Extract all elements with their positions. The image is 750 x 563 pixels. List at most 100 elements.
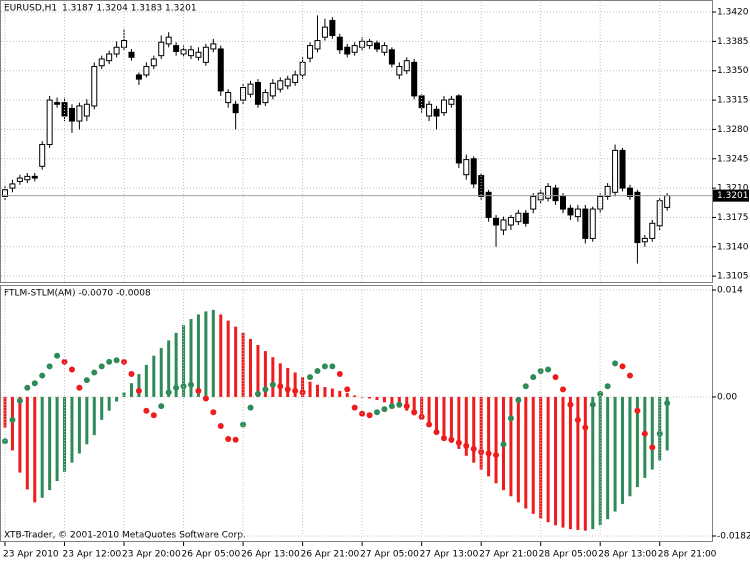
candle-body — [284, 78, 291, 87]
histogram-bar — [263, 351, 267, 397]
candle-body — [210, 43, 217, 50]
signal-dot — [493, 452, 500, 459]
histogram-bar — [152, 355, 156, 397]
histogram-bar — [308, 381, 312, 397]
signal-dot — [545, 366, 552, 373]
x-tick-label: 26 Apr 05:00 — [182, 550, 241, 560]
histogram-bar — [48, 396, 52, 491]
histogram-bar — [286, 367, 290, 397]
histogram-bar — [77, 396, 81, 454]
candle-body — [381, 45, 388, 53]
signal-dot — [217, 422, 224, 429]
signal-dot — [664, 400, 671, 407]
y-tick-label: 1.3350 — [717, 66, 749, 76]
histogram-bar — [583, 396, 587, 531]
histogram-bar — [479, 396, 483, 470]
x-tick-label: 26 Apr 13:00 — [241, 550, 300, 560]
y-tick-label: 1.3105 — [717, 272, 749, 282]
signal-dot — [98, 363, 105, 370]
histogram-bar — [650, 396, 654, 470]
candle-body — [76, 105, 83, 122]
signal-dot — [46, 363, 53, 370]
signal-dot — [254, 390, 261, 397]
signal-dot — [307, 374, 314, 381]
candle-body — [83, 103, 90, 117]
signal-dot — [403, 403, 410, 410]
candle-body — [336, 36, 343, 51]
signal-dot — [530, 374, 537, 381]
signal-dot — [448, 436, 455, 443]
x-tick-label: 28 Apr 05:00 — [539, 550, 598, 560]
candle-body — [113, 46, 120, 55]
candle-body — [16, 177, 23, 182]
signal-dot — [16, 397, 23, 404]
histogram-bar — [606, 396, 610, 520]
candle-body — [493, 217, 500, 226]
signal-dot — [582, 424, 589, 431]
histogram-bar — [25, 396, 29, 490]
candle-body — [649, 222, 656, 239]
histogram-bar — [182, 325, 186, 397]
signal-dot — [470, 445, 477, 452]
signal-dot — [440, 435, 447, 442]
candle-body — [552, 187, 559, 202]
signal-dot — [240, 421, 247, 428]
signal-dot — [188, 381, 194, 388]
x-tick-label: 27 Apr 05:00 — [360, 550, 419, 560]
histogram-bar — [568, 396, 572, 530]
histogram-bar — [494, 396, 498, 484]
candle-body — [277, 80, 284, 90]
histogram-bar — [509, 396, 513, 497]
candle-body — [582, 208, 589, 239]
candle-body — [307, 45, 314, 59]
signal-dot — [574, 416, 581, 423]
signal-dot — [91, 369, 98, 376]
histogram-bar — [107, 396, 111, 411]
histogram-bar — [249, 338, 253, 397]
candle-body — [135, 74, 142, 80]
histogram-bar — [219, 314, 223, 397]
histogram-bar — [159, 348, 163, 397]
candle-body — [396, 66, 403, 76]
signal-dot — [351, 404, 358, 411]
histogram-bar — [643, 396, 647, 478]
candle-body — [165, 36, 172, 45]
candle-body — [31, 175, 38, 179]
candle-body — [143, 66, 150, 76]
candle-body — [2, 189, 8, 197]
histogram-bar — [345, 393, 349, 397]
histogram-bar — [129, 383, 133, 397]
x-tick-label: 23 Apr 20:00 — [122, 550, 181, 560]
signal-dot — [626, 372, 633, 379]
candle-body — [128, 51, 135, 58]
x-tick-label: 23 Apr 12:00 — [63, 550, 122, 560]
y-tick-label: 1.3420 — [717, 8, 749, 18]
price-pane-border — [0, 0, 713, 283]
histogram-bar — [628, 396, 632, 497]
candle-body — [619, 149, 626, 189]
candle-body — [24, 175, 31, 181]
signal-dot — [455, 439, 462, 446]
signal-dot — [210, 409, 217, 416]
signal-dot — [329, 363, 336, 370]
x-tick-label: 26 Apr 21:00 — [301, 550, 360, 560]
candle-body — [46, 99, 53, 146]
histogram-bar — [427, 396, 431, 426]
signal-dot — [165, 389, 172, 396]
signal-dot — [515, 397, 522, 404]
candle-body — [500, 219, 507, 231]
signal-dot — [597, 390, 604, 397]
histogram-bar — [211, 309, 215, 397]
signal-dot — [76, 384, 83, 391]
histogram-bar — [256, 345, 260, 397]
histogram-bar — [338, 390, 342, 397]
candle-body — [217, 48, 224, 92]
histogram-bar — [167, 340, 171, 397]
signal-dot — [656, 430, 663, 437]
candle-body — [292, 74, 299, 83]
candle-body — [91, 66, 98, 107]
candle-body — [262, 92, 269, 104]
histogram-bar — [554, 396, 558, 526]
candle-body — [351, 45, 358, 53]
